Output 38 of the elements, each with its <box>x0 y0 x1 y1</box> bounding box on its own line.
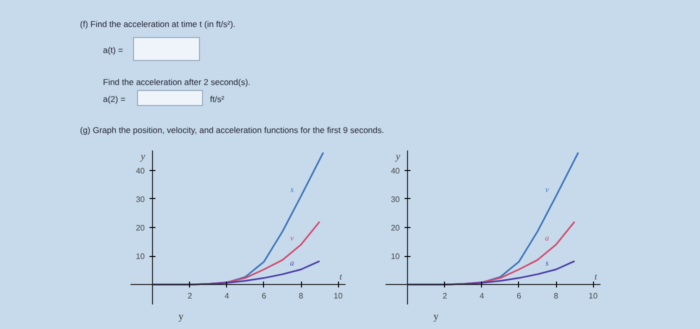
series-label: a <box>290 258 294 268</box>
x-tick-label: 4 <box>480 292 485 301</box>
text: y <box>434 312 438 322</box>
text: y <box>178 312 184 322</box>
y-axis-title: y <box>394 152 401 162</box>
y-tick-label: 20 <box>136 224 146 232</box>
x-tick-label: 6 <box>516 292 522 301</box>
text: a(2) = <box>103 93 126 106</box>
y-tick-label: 40 <box>390 166 400 176</box>
x-tick-label: 10 <box>588 292 598 301</box>
text: Find the acceleration after 2 second(s). <box>103 76 250 88</box>
x-tick-label: 6 <box>262 292 267 301</box>
y-tick-label: 20 <box>390 224 400 232</box>
line-series <box>406 260 576 286</box>
x-tick-label: 8 <box>298 292 304 301</box>
x-axis-title: t <box>594 272 598 282</box>
line-series <box>152 260 320 286</box>
x-axis-title: t <box>340 272 342 282</box>
x-tick-label: 2 <box>442 292 448 301</box>
y-tick-label: 10 <box>390 252 400 262</box>
series-label: s <box>545 258 549 268</box>
text: a(t) = <box>103 44 124 56</box>
y-tick-label: 30 <box>136 194 146 204</box>
x-tick-label: 2 <box>188 292 193 301</box>
series-label: v <box>290 234 294 243</box>
y-tick-label: 30 <box>390 194 400 204</box>
x-tick-label: 10 <box>334 292 344 301</box>
text: ft/s² <box>210 93 224 106</box>
x-tick-label: 4 <box>224 292 230 301</box>
y-axis-title: y <box>140 152 146 162</box>
y-tick-label: 10 <box>136 252 146 262</box>
text: (f) Find the acceleration at time t (in ft/s²). <box>80 18 236 30</box>
series-label: s <box>290 185 294 194</box>
y-tick-label: 40 <box>136 166 146 176</box>
series-label: v <box>545 185 550 194</box>
x-tick-label: 8 <box>554 292 559 301</box>
text: (g) Graph the position, velocity, and acceleration functions for the first 9 seconds. <box>80 124 384 136</box>
series-label: a <box>545 234 550 243</box>
